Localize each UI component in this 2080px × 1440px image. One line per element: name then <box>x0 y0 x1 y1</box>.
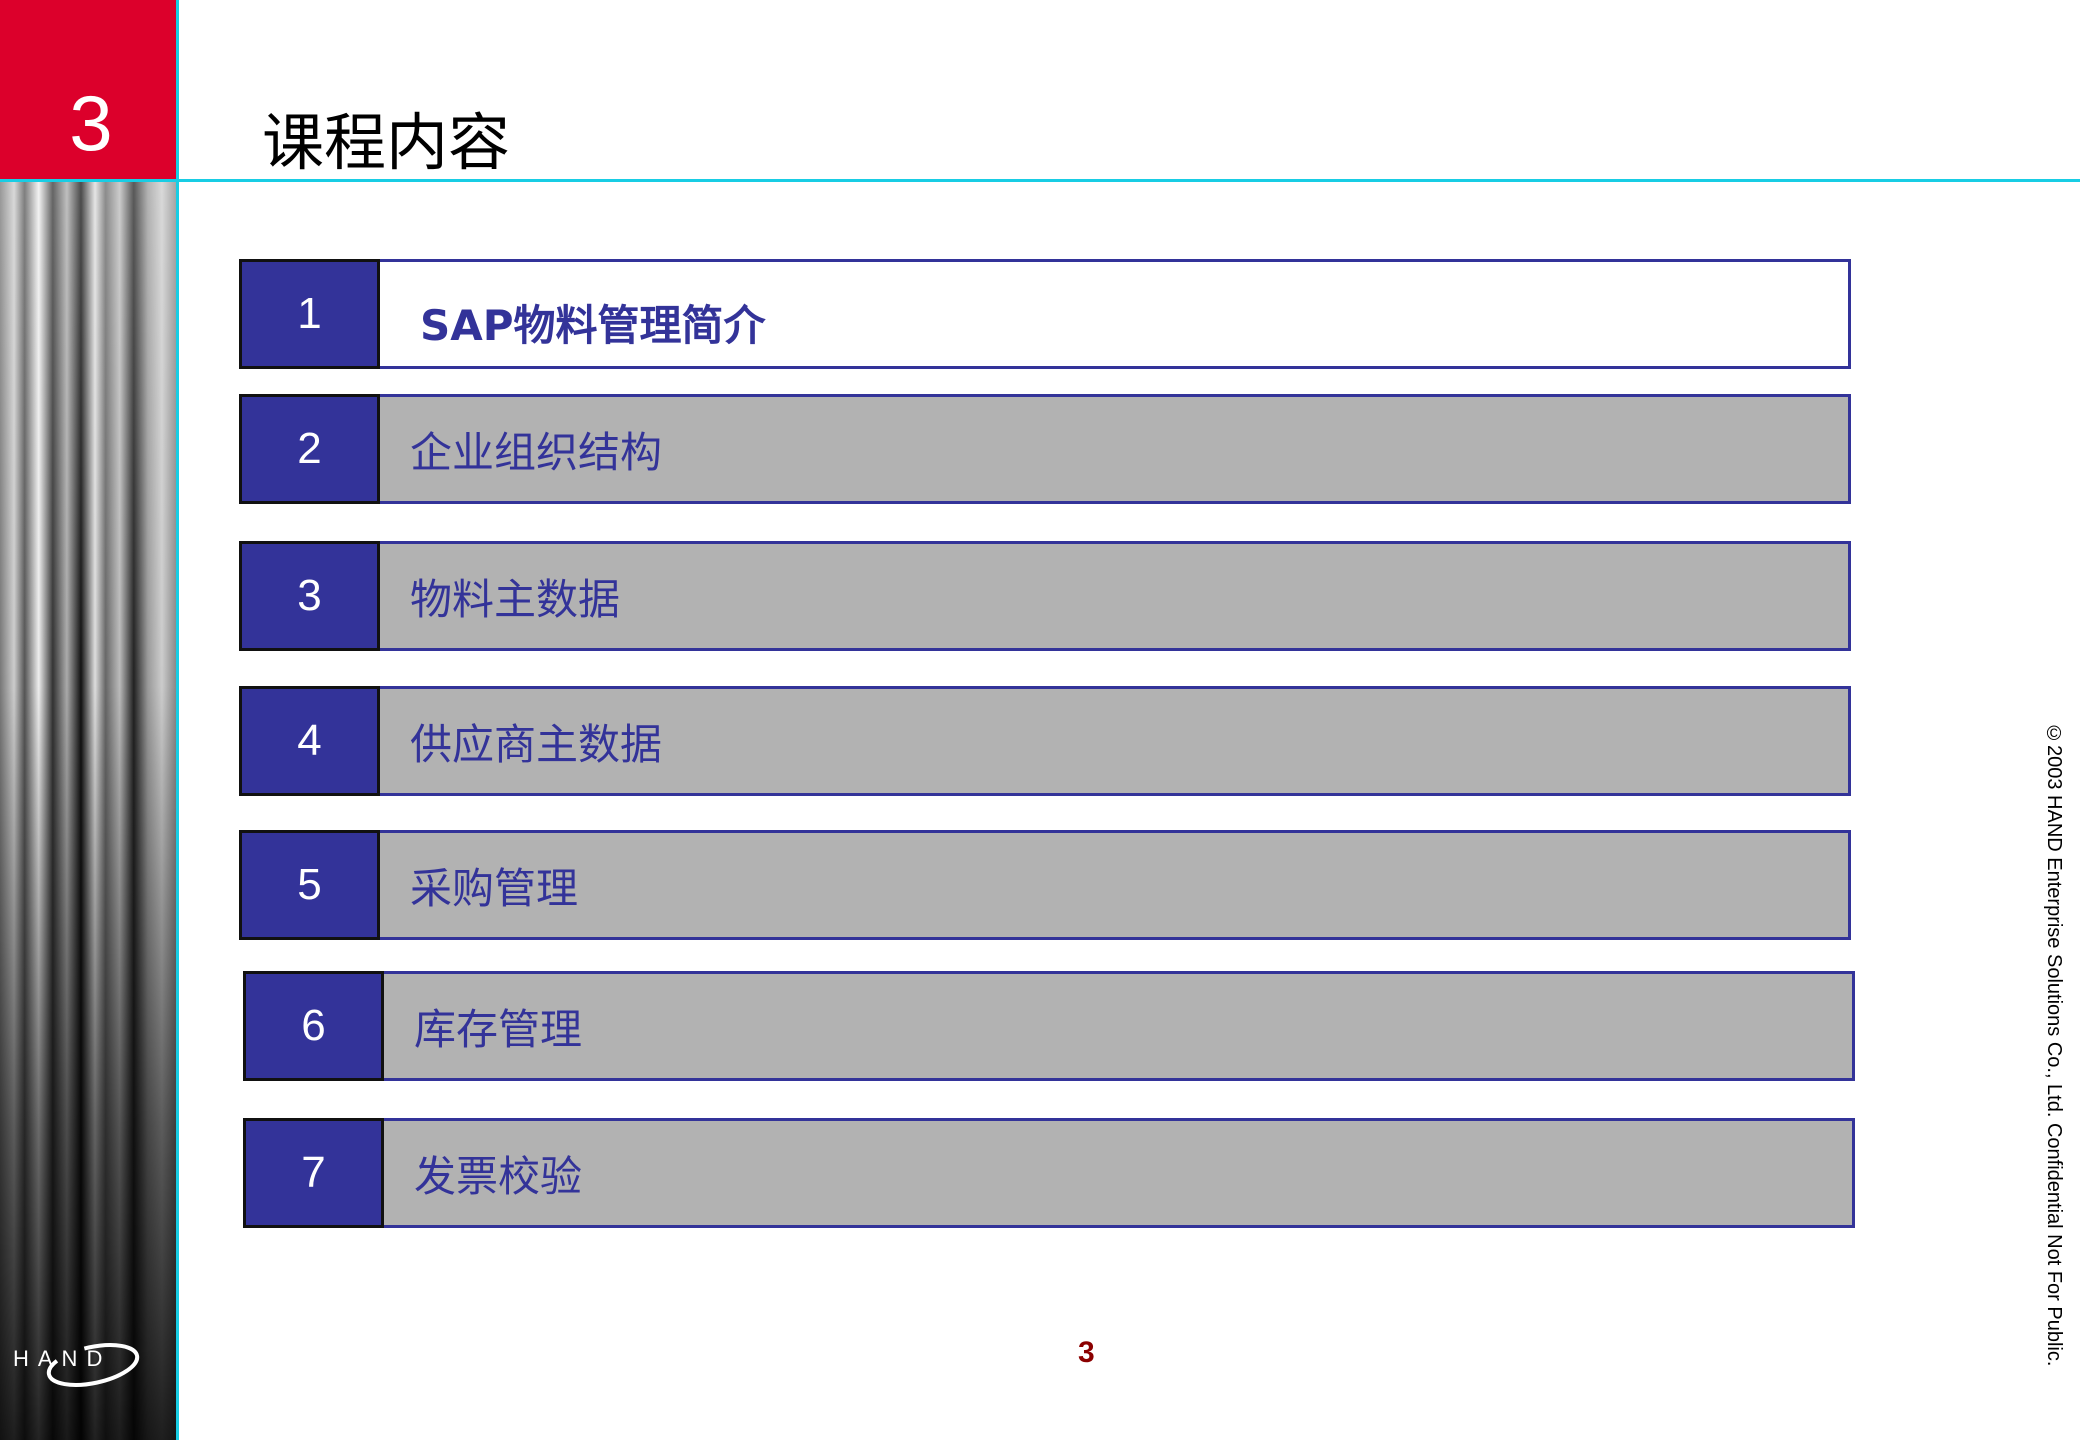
agenda-item-6[interactable]: 6 库存管理 <box>243 971 1855 1081</box>
header-divider <box>0 179 2080 182</box>
vertical-divider <box>176 0 179 1440</box>
hand-logo: HAND <box>13 1343 140 1387</box>
agenda-item-number: 3 <box>239 541 380 651</box>
agenda-item-number: 1 <box>239 259 380 369</box>
agenda-item-2[interactable]: 2 企业组织结构 <box>239 394 1851 504</box>
agenda-item-number: 6 <box>243 971 384 1081</box>
agenda-item-7[interactable]: 7 发票校验 <box>243 1118 1855 1228</box>
section-number: 3 <box>69 79 113 167</box>
page-title: 课程内容 <box>262 106 511 179</box>
copyright-notice: ©2003 HAND Enterprise Solutions Co., Ltd… <box>2043 723 2065 1367</box>
agenda-item-label: SAP物料管理简介 <box>420 301 766 350</box>
agenda-item-1[interactable]: 1 SAP物料管理简介 <box>239 259 1851 369</box>
agenda-item-label: 库存管理 <box>414 1005 583 1054</box>
section-badge <box>0 0 177 180</box>
agenda-item-3[interactable]: 3 物料主数据 <box>239 541 1851 651</box>
agenda-item-5[interactable]: 5 采购管理 <box>239 830 1851 940</box>
agenda-item-4[interactable]: 4 供应商主数据 <box>239 686 1851 796</box>
agenda-item-number: 7 <box>243 1118 384 1228</box>
svg-text:HAND: HAND <box>13 1346 111 1371</box>
agenda-item-number: 4 <box>239 686 380 796</box>
agenda-item-label: 企业组织结构 <box>410 428 663 477</box>
agenda-item-number: 5 <box>239 830 380 940</box>
agenda-item-label: 供应商主数据 <box>410 720 663 769</box>
page-number: 3 <box>1078 1336 1095 1369</box>
agenda-item-label: 发票校验 <box>414 1152 583 1201</box>
decorative-image-strip <box>0 182 176 1440</box>
agenda-item-number: 2 <box>239 394 380 504</box>
agenda-item-label: 物料主数据 <box>410 575 621 624</box>
agenda-item-label: 采购管理 <box>410 864 579 913</box>
